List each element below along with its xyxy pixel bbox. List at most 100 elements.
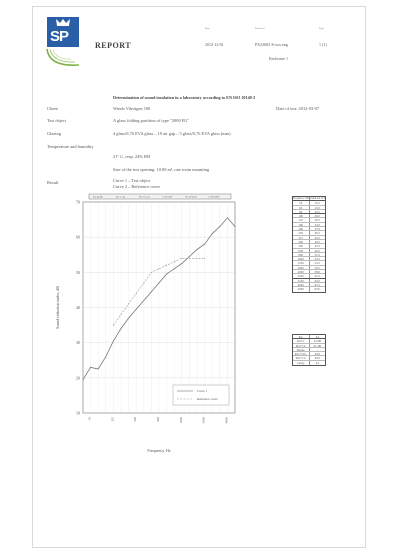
- rating-bar: [88, 193, 232, 200]
- table-cell: 23.0: [314, 205, 320, 209]
- client-value: Windo Vikvägen 100: [113, 106, 151, 111]
- table-row: Rw+Ctr 41 dB: [293, 343, 325, 348]
- temperature-value: 21° C, resp. 24% RH: [113, 154, 151, 159]
- result-label: Result: [47, 180, 59, 185]
- rating-bar-label: C 100-5000: [208, 196, 220, 199]
- data-point: [112, 324, 114, 326]
- table-cell: 5000: [293, 287, 310, 292]
- data-point: [226, 217, 228, 219]
- glazing-label: Glazing: [47, 131, 61, 136]
- table-cell: 200: [293, 227, 310, 231]
- table-row: 5000 63.0: [293, 287, 325, 292]
- data-point: [188, 256, 190, 258]
- glazing-value: 4 glass/0,76 EVA glass – 19 air gap – 5 …: [113, 131, 231, 136]
- data-point: [150, 271, 152, 273]
- table-cell: 630: [293, 248, 310, 252]
- table-row: Rw+C 43 dB: [293, 339, 325, 344]
- table-cell: 1250: [293, 261, 310, 265]
- table-cell: Rw: [293, 335, 310, 339]
- document-title: Determination of sound insulation in a l…: [113, 95, 256, 100]
- report-title: REPORT: [95, 41, 132, 50]
- table-cell: 63.0: [314, 278, 320, 282]
- table-cell: 47.0: [314, 244, 320, 248]
- data-point: [211, 233, 213, 235]
- table-row: 1000 52.5: [293, 257, 325, 262]
- table-cell: 56.5: [314, 265, 320, 270]
- y-tick-label: 40: [76, 305, 80, 310]
- table-cell: -: [316, 347, 318, 352]
- table-cell: 125: [293, 218, 310, 222]
- x-tick-label: 1000: [179, 417, 183, 424]
- x-tick-label: 250: [133, 417, 137, 422]
- table-cell: 1000: [293, 257, 310, 261]
- date-label: Date: [205, 27, 210, 30]
- table-row: 100 26.0: [293, 214, 325, 219]
- legend-label: Curve 1: [197, 389, 208, 393]
- data-point: [173, 268, 175, 270]
- y-tick-label: 60: [76, 235, 80, 240]
- table-row: 4000 65.5: [293, 282, 325, 288]
- data-point: [105, 356, 107, 358]
- table-cell: 65.5: [314, 282, 320, 287]
- data-point: [173, 261, 175, 263]
- table-row: 2000 58.0: [293, 270, 325, 275]
- data-point: [97, 368, 99, 370]
- table-cell: 43.0: [314, 352, 320, 356]
- rating-table: Rw 44 Rw+C 43 dB Rw+Ctr 41 dB Range - Rw+C50- 43.…: [292, 334, 326, 367]
- x-tick-label: 2000: [202, 417, 206, 424]
- temperature-label: Temperature and humidity: [47, 144, 94, 149]
- table-cell: 63.0: [314, 287, 320, 292]
- table-cell: 61.0: [314, 274, 320, 278]
- table-cell: 52.5: [314, 257, 320, 261]
- table-cell: Frequency f Hz: [293, 197, 310, 201]
- table-cell: 250: [293, 231, 310, 235]
- table-cell: 3150: [293, 278, 310, 282]
- table-cell: 1600: [293, 265, 310, 270]
- data-point: [143, 282, 145, 284]
- table-cell: 80: [293, 209, 310, 214]
- table-cell: 160: [293, 222, 310, 227]
- table-row: 50 19.5: [293, 201, 325, 206]
- table-cell: 400: [293, 239, 310, 244]
- test-opening-size: Size of the test opening: 10,00 m², one …: [113, 167, 210, 172]
- table-cell: 58.0: [314, 270, 320, 274]
- sound-insulation-chart: 10 20 30 40 50 60 70 63 125 250 500 1000 2000 4000 Rw …: [55, 193, 236, 454]
- y-tick-label: 10: [76, 411, 80, 416]
- x-tick-label: 500: [156, 417, 160, 422]
- table-cell: 800: [293, 252, 310, 257]
- table-row: 315 42.0: [293, 235, 325, 240]
- data-point: [196, 257, 198, 259]
- chart-legend: [172, 384, 230, 406]
- data-point: [90, 366, 92, 368]
- data-point: [158, 282, 160, 284]
- table-cell: 63: [293, 205, 310, 209]
- table-cell: 40.0: [314, 356, 320, 360]
- reference-label: Reference: [255, 27, 266, 30]
- data-point: [120, 328, 122, 330]
- legend-label: Reference curve: [197, 397, 218, 401]
- data-point: [204, 257, 206, 259]
- table-cell: 30.5: [314, 218, 320, 222]
- table-row: Rw+Ctr 40.0: [293, 356, 325, 361]
- rating-bar-label: C 50-3150: [162, 196, 173, 199]
- test-date: Date of test: 2012-03-07: [276, 106, 320, 111]
- result-curve-1: Curve 1 – Test object: [113, 178, 151, 183]
- table-row: Rw+C50- 43.0: [293, 352, 325, 357]
- table-cell: 2500: [293, 274, 310, 278]
- data-point: [143, 299, 145, 301]
- test-object-value: A glass folding partition of type "2000 …: [113, 118, 190, 123]
- table-cell: 22.5: [314, 209, 320, 214]
- table-cell: 37.0: [314, 227, 320, 231]
- table-row: 1250 54.5: [293, 261, 325, 266]
- table-cell: 39.5: [314, 231, 320, 235]
- table-row: Categ. 44: [293, 360, 325, 366]
- data-point: [204, 243, 206, 245]
- table-row: 500 47.0: [293, 244, 325, 249]
- table-cell: 19.5: [314, 201, 320, 205]
- data-point: [135, 292, 137, 294]
- data-point: [158, 268, 160, 270]
- table-cell: 51.0: [314, 252, 320, 257]
- data-point: [82, 379, 84, 381]
